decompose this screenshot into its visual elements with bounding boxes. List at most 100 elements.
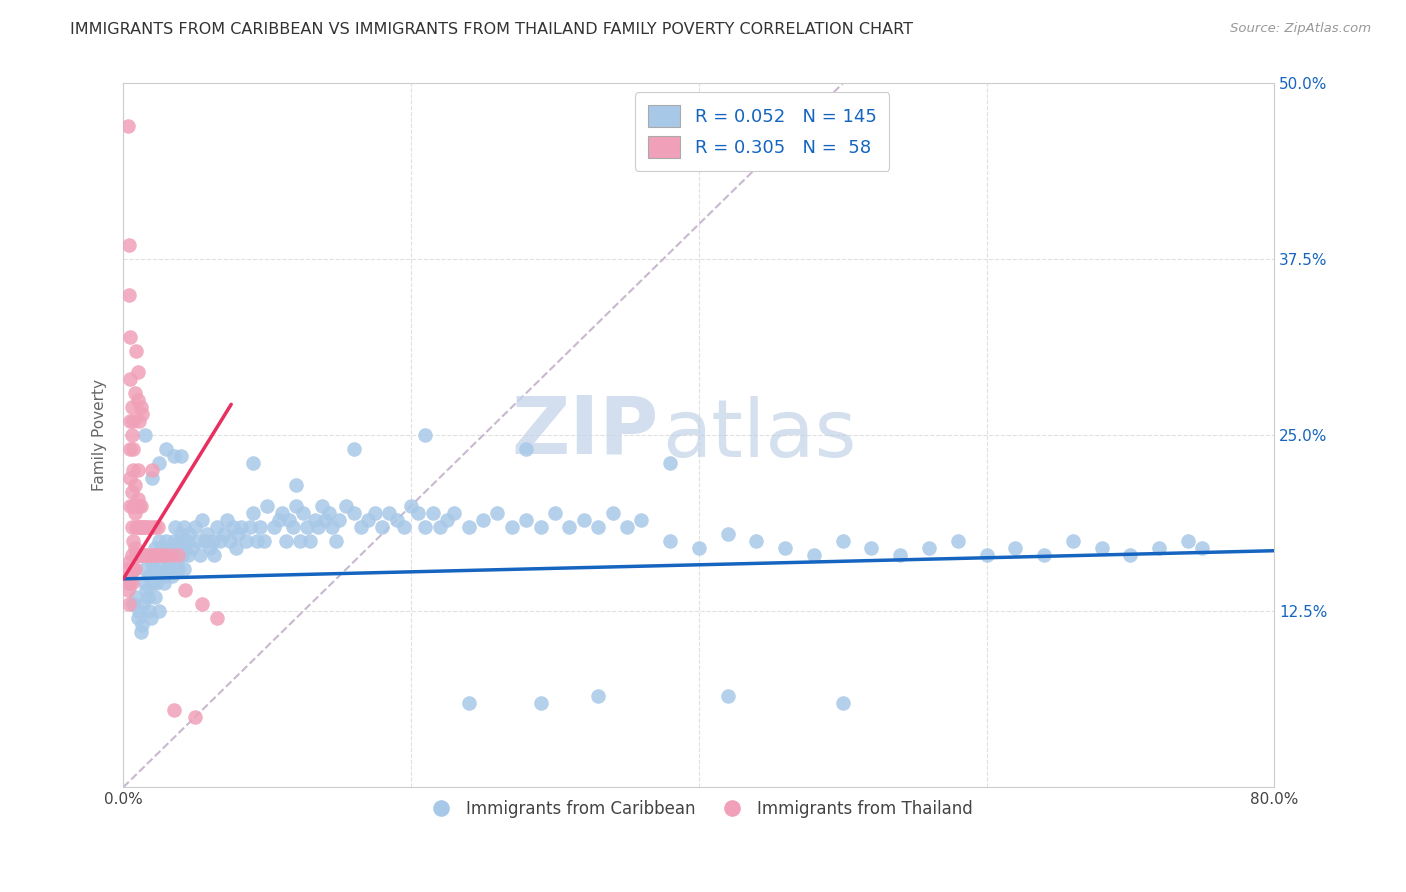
- Point: [321, 520, 343, 534]
- Point: [120, 442, 142, 457]
- Point: [174, 541, 197, 555]
- Point: [117, 562, 139, 576]
- Point: [120, 372, 142, 386]
- Point: [299, 533, 322, 548]
- Point: [328, 513, 350, 527]
- Point: [138, 548, 160, 562]
- Point: [1191, 541, 1213, 555]
- Point: [558, 520, 581, 534]
- Point: [149, 562, 172, 576]
- Point: [860, 541, 883, 555]
- Point: [187, 533, 209, 548]
- Point: [134, 562, 156, 576]
- Point: [125, 520, 148, 534]
- Point: [141, 576, 163, 591]
- Point: [163, 703, 186, 717]
- Point: [228, 526, 250, 541]
- Point: [218, 533, 240, 548]
- Point: [132, 520, 155, 534]
- Point: [486, 506, 509, 520]
- Point: [128, 520, 150, 534]
- Point: [184, 520, 207, 534]
- Point: [529, 520, 551, 534]
- Point: [572, 513, 595, 527]
- Point: [118, 555, 141, 569]
- Point: [167, 562, 190, 576]
- Point: [120, 499, 142, 513]
- Point: [1004, 541, 1026, 555]
- Point: [121, 428, 143, 442]
- Point: [1119, 548, 1142, 562]
- Point: [138, 604, 160, 618]
- Point: [253, 533, 276, 548]
- Point: [256, 499, 278, 513]
- Point: [134, 576, 156, 591]
- Point: [176, 533, 198, 548]
- Text: IMMIGRANTS FROM CARIBBEAN VS IMMIGRANTS FROM THAILAND FAMILY POVERTY CORRELATION: IMMIGRANTS FROM CARIBBEAN VS IMMIGRANTS …: [70, 22, 914, 37]
- Point: [128, 414, 150, 428]
- Point: [141, 520, 163, 534]
- Point: [131, 618, 153, 632]
- Point: [163, 533, 186, 548]
- Point: [122, 562, 145, 576]
- Point: [135, 583, 157, 598]
- Point: [225, 541, 247, 555]
- Point: [270, 506, 292, 520]
- Point: [342, 506, 364, 520]
- Point: [129, 548, 152, 562]
- Point: [159, 548, 181, 562]
- Point: [179, 526, 201, 541]
- Point: [142, 562, 165, 576]
- Point: [118, 238, 141, 252]
- Point: [139, 611, 162, 625]
- Point: [195, 526, 218, 541]
- Point: [188, 548, 211, 562]
- Point: [406, 506, 429, 520]
- Point: [284, 499, 307, 513]
- Point: [235, 533, 257, 548]
- Point: [127, 463, 149, 477]
- Point: [125, 590, 148, 604]
- Point: [399, 499, 422, 513]
- Point: [127, 393, 149, 408]
- Point: [1033, 548, 1056, 562]
- Point: [155, 533, 177, 548]
- Point: [212, 526, 235, 541]
- Point: [128, 604, 150, 618]
- Point: [357, 513, 380, 527]
- Point: [134, 548, 156, 562]
- Point: [221, 520, 243, 534]
- Point: [159, 541, 181, 555]
- Point: [443, 506, 465, 520]
- Point: [745, 533, 768, 548]
- Point: [148, 457, 170, 471]
- Point: [335, 499, 357, 513]
- Point: [121, 520, 143, 534]
- Point: [630, 513, 652, 527]
- Point: [297, 520, 319, 534]
- Point: [201, 533, 224, 548]
- Point: [160, 569, 183, 583]
- Point: [284, 477, 307, 491]
- Point: [143, 541, 166, 555]
- Point: [138, 520, 160, 534]
- Point: [472, 513, 495, 527]
- Point: [152, 576, 174, 591]
- Point: [134, 428, 156, 442]
- Point: [143, 548, 166, 562]
- Text: ZIP: ZIP: [512, 392, 658, 471]
- Point: [127, 491, 149, 506]
- Point: [131, 520, 153, 534]
- Point: [198, 541, 221, 555]
- Point: [165, 520, 187, 534]
- Point: [122, 414, 145, 428]
- Point: [120, 569, 142, 583]
- Point: [194, 533, 217, 548]
- Text: Source: ZipAtlas.com: Source: ZipAtlas.com: [1230, 22, 1371, 36]
- Point: [307, 520, 329, 534]
- Point: [155, 562, 177, 576]
- Point: [831, 533, 853, 548]
- Point: [121, 548, 143, 562]
- Point: [290, 533, 312, 548]
- Point: [172, 548, 194, 562]
